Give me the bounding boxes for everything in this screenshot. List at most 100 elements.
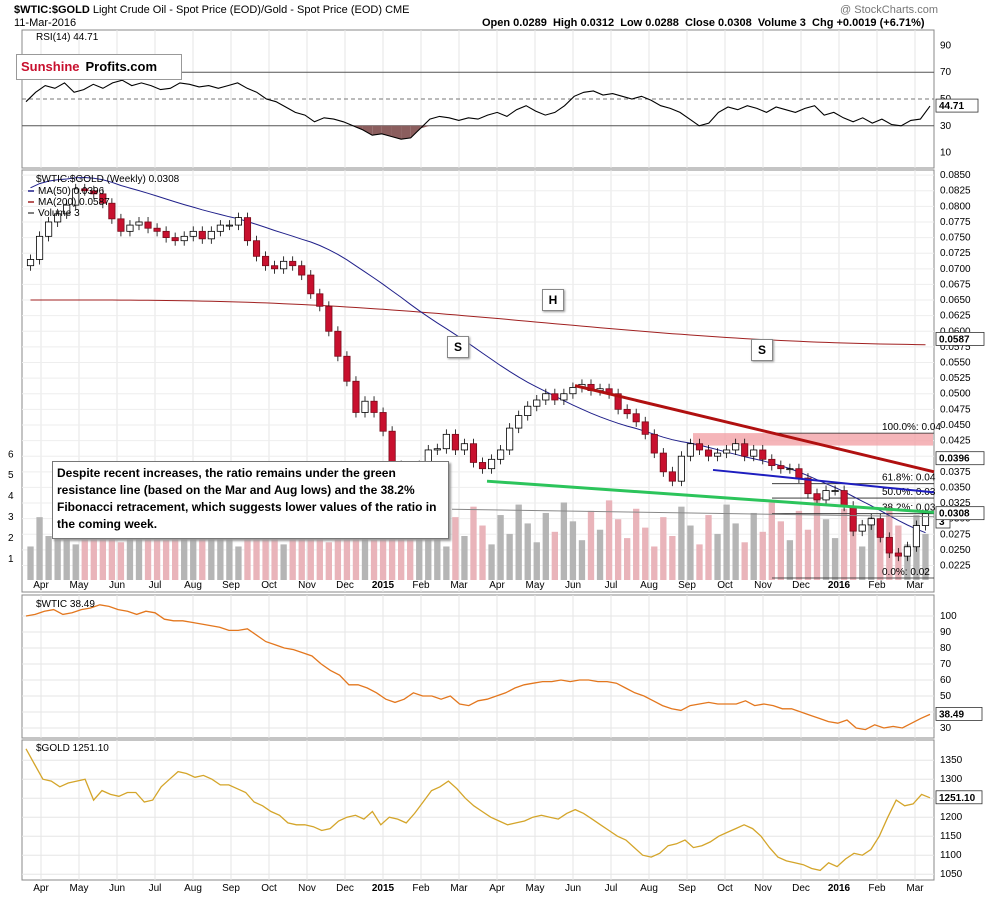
x-tick-label-lower: Dec: [336, 883, 354, 894]
rsi-y-tick: 90: [940, 40, 952, 51]
candle-down: [768, 458, 776, 466]
volume-bar: [795, 510, 803, 580]
rsi-y-tick: 70: [940, 67, 952, 78]
x-tick-label-upper: May: [70, 580, 89, 591]
candle-up: [45, 221, 53, 237]
volume-bar: [660, 517, 667, 580]
wtic-series-line: [25, 604, 931, 731]
volume-y-tick: 3: [8, 512, 14, 523]
x-tick-label-lower: Nov: [754, 883, 772, 894]
volume-bar: [63, 525, 70, 580]
x-tick-label-upper: Jun: [109, 580, 125, 591]
chart-header-symbol: $WTIC:$GOLD Light Crude Oil - Spot Price…: [14, 4, 410, 16]
volume-bar: [614, 519, 622, 580]
volume-bar: [388, 529, 396, 580]
price-y-tick: 0.0550: [940, 358, 971, 369]
candle-up: [135, 221, 143, 226]
x-tick-label-lower: 2016: [828, 883, 851, 894]
volume-bar: [226, 527, 233, 580]
gold-series-line: [25, 748, 931, 872]
candle-up: [858, 524, 866, 532]
candle-down: [659, 452, 667, 473]
x-tick-label-upper: Nov: [298, 580, 316, 591]
volume-bar: [434, 527, 441, 580]
candle-down: [307, 274, 315, 295]
candle-down: [632, 413, 640, 423]
price-y-tick: 0.0275: [940, 529, 971, 540]
logo-part-sunshine: Sunshine: [21, 59, 80, 74]
candle-up: [207, 230, 215, 240]
candle-down: [777, 465, 785, 470]
wtic-last-value-text: 38.49: [939, 709, 964, 720]
wtic-y-tick: 100: [940, 611, 957, 622]
green-resistance-trendline: [486, 479, 935, 514]
x-tick-label-upper: Jun: [565, 580, 581, 591]
volume-bar: [750, 512, 757, 580]
volume-bar: [922, 533, 929, 580]
candle-down: [343, 355, 351, 382]
x-tick-label-upper: Jul: [605, 580, 618, 591]
candle-down: [352, 380, 360, 413]
rsi-last-value-text: 44.71: [939, 101, 964, 112]
x-tick-label-upper: Dec: [336, 580, 354, 591]
analysis-annotation: Despite recent increases, the ratio rema…: [52, 461, 449, 539]
candle-up: [72, 188, 80, 206]
quote-change: Chg +0.0019 (+6.71%): [812, 17, 925, 29]
candle-up: [63, 204, 71, 215]
x-tick-label-lower: Mar: [906, 883, 924, 894]
candle-down: [614, 393, 622, 410]
volume-bar: [298, 533, 305, 580]
candle-up: [677, 455, 685, 482]
volume-bar: [605, 500, 613, 580]
right-shoulder-marker: S: [751, 339, 773, 361]
fibonacci-level-label: 0.0%: 0.02: [882, 567, 930, 578]
panel-frame-2: [21, 594, 935, 739]
exchange-label: CME: [385, 4, 410, 16]
candle-down: [478, 462, 487, 470]
candle-down: [153, 227, 161, 232]
x-tick-label-lower: Dec: [792, 883, 810, 894]
candle-up: [569, 387, 577, 395]
volume-bar: [831, 538, 839, 580]
volume-bar: [587, 510, 595, 580]
candle-down: [370, 400, 378, 413]
candle-down: [243, 217, 252, 242]
volume-bar: [497, 515, 504, 580]
candle-down: [695, 443, 704, 451]
rsi-series-line: [25, 79, 931, 140]
volume-y-tick: 6: [8, 449, 14, 460]
quote-open: Open 0.0289: [482, 17, 547, 29]
price-value-tag: [935, 331, 985, 346]
candle-down: [894, 552, 902, 557]
x-tick-label-upper: Oct: [717, 580, 733, 591]
price-value-tag-text: 0.0587: [939, 334, 970, 345]
wtic-y-tick: 90: [940, 627, 952, 638]
price-y-tick: 0.0525: [940, 373, 971, 384]
price-y-tick: 0.0850: [940, 170, 971, 181]
candle-down: [641, 421, 649, 435]
candle-up: [497, 449, 505, 460]
candle-down: [90, 190, 98, 195]
volume-bar: [786, 540, 794, 580]
gold-y-tick: 1150: [940, 831, 962, 842]
left-shoulder-marker: S: [447, 336, 469, 358]
gray-support-line: [451, 508, 935, 518]
price-y-tick: 0.0700: [940, 264, 971, 275]
volume-bar: [135, 531, 143, 580]
candle-down: [885, 537, 893, 554]
volume-bar: [569, 521, 577, 580]
volume-bar: [470, 506, 477, 580]
x-tick-label-upper: Feb: [412, 580, 430, 591]
volume-bar: [732, 523, 739, 580]
volume-bar: [361, 521, 369, 580]
volume-bar: [117, 542, 125, 580]
x-tick-label-upper: Mar: [906, 580, 924, 591]
volume-bar: [596, 529, 604, 580]
price-y-tick: 0.0575: [940, 342, 971, 353]
gold-last-value-text: 1251.10: [939, 793, 976, 804]
price-panel-title: $WTIC:$GOLD (Weekly) 0.0308: [36, 174, 180, 185]
x-tick-label-upper: Aug: [184, 580, 202, 591]
wtic-y-tick: 80: [940, 643, 952, 654]
volume-bar: [36, 517, 43, 580]
